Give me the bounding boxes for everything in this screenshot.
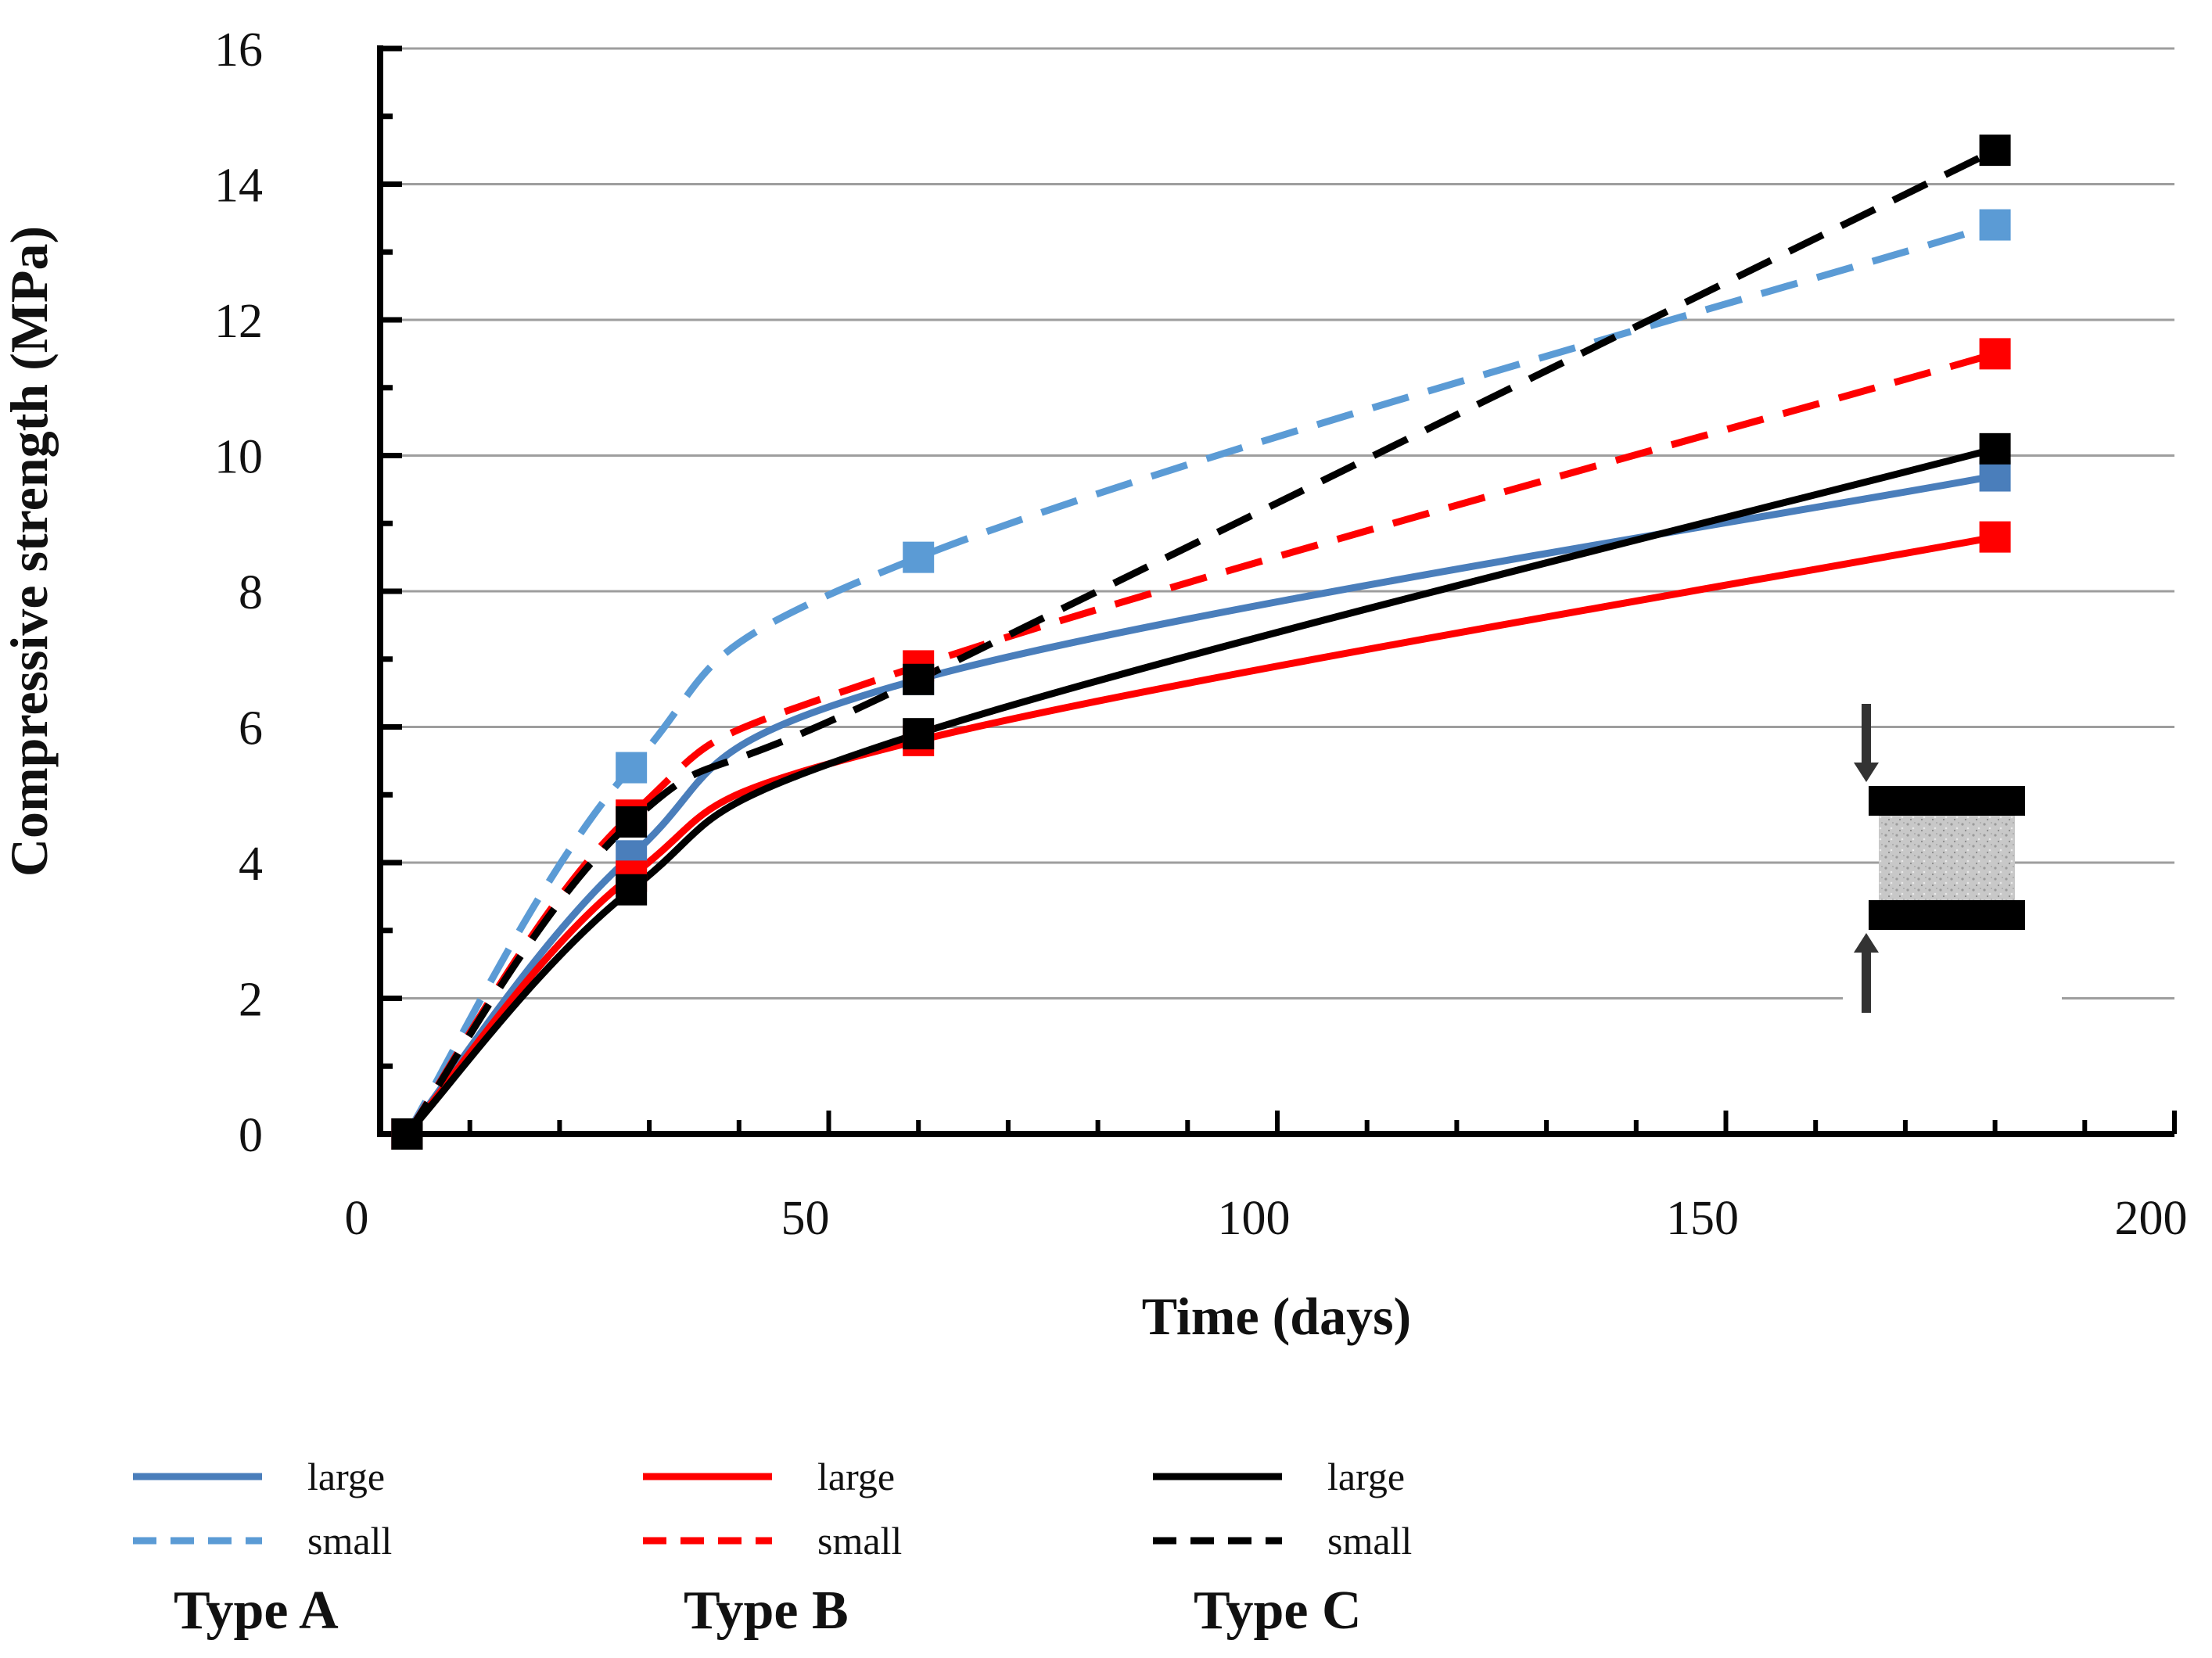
y-tick-label-14: 14 bbox=[214, 160, 263, 213]
x-tick-label-50: 50 bbox=[781, 1192, 830, 1245]
marker-type-c-small-180 bbox=[1979, 135, 2011, 167]
y-tick-label-6: 6 bbox=[239, 702, 263, 755]
marker-type-c-small-28 bbox=[616, 806, 648, 838]
y-tick-label-10: 10 bbox=[214, 431, 263, 484]
bottom-arrow-head bbox=[1854, 933, 1879, 953]
marker-type-a-large-180 bbox=[1979, 460, 2011, 492]
bottom-platen bbox=[1869, 900, 2025, 930]
y-tick-label-2: 2 bbox=[239, 974, 263, 1027]
legend-type-b-title: Type B bbox=[684, 1581, 849, 1641]
marker-type-a-small-180 bbox=[1979, 209, 2011, 241]
legend-type-c-small-label: small bbox=[1327, 1519, 1412, 1563]
top-arrow-head bbox=[1854, 763, 1879, 782]
x-tick-label-150: 150 bbox=[1666, 1192, 1739, 1245]
legend-type-b-small-label: small bbox=[817, 1519, 902, 1563]
bottom-arrow-shaft bbox=[1862, 950, 1871, 1013]
series-line-type-a-small bbox=[404, 221, 1996, 1136]
compression-specimen-icon bbox=[1843, 704, 2062, 1017]
y-tick-label-4: 4 bbox=[239, 838, 263, 891]
marker-type-b-small-180 bbox=[1979, 338, 2011, 370]
marker-type-c-large-60 bbox=[903, 718, 935, 750]
series-line-type-b-small bbox=[404, 350, 1996, 1136]
legend: large small Type A large small Type B large sma… bbox=[133, 1455, 1412, 1641]
legend-type-a-large-label: large bbox=[307, 1455, 385, 1498]
marker-type-c-large-28 bbox=[616, 874, 648, 906]
gridlines bbox=[380, 47, 2174, 999]
y-tick-label-12: 12 bbox=[214, 295, 263, 348]
legend-type-a-title: Type A bbox=[174, 1581, 339, 1641]
y-axis-title: Compressive strength (MPa) bbox=[0, 226, 59, 877]
y-tick-label-0: 0 bbox=[239, 1109, 263, 1162]
x-tick-label-100: 100 bbox=[1218, 1192, 1291, 1245]
specimen-body bbox=[1879, 816, 2015, 900]
data-markers bbox=[391, 135, 2011, 1150]
marker-type-b-large-180 bbox=[1979, 521, 2011, 553]
marker-type-c-small-3 bbox=[391, 1118, 423, 1150]
legend-type-c-title: Type C bbox=[1194, 1581, 1362, 1641]
top-platen bbox=[1869, 786, 2025, 816]
icon-mask bbox=[1843, 970, 2062, 1017]
top-arrow-shaft bbox=[1862, 704, 1871, 766]
legend-type-b-large-label: large bbox=[817, 1455, 895, 1498]
y-tick-label-16: 16 bbox=[214, 23, 263, 77]
y-tick-label-8: 8 bbox=[239, 566, 263, 619]
marker-type-c-small-60 bbox=[903, 663, 935, 695]
series-line-type-c-large bbox=[404, 445, 1996, 1137]
marker-type-c-large-180 bbox=[1979, 432, 2011, 465]
x-tick-label-0: 0 bbox=[345, 1192, 369, 1245]
marker-type-a-small-28 bbox=[616, 752, 648, 784]
x-axis-title: Time (days) bbox=[1142, 1287, 1411, 1346]
series-line-type-c-small bbox=[404, 147, 1997, 1136]
data-series bbox=[404, 147, 1997, 1137]
x-tick-label-200: 200 bbox=[2115, 1192, 2188, 1245]
legend-type-a-small-label: small bbox=[307, 1519, 392, 1563]
legend-type-c-large-label: large bbox=[1327, 1455, 1405, 1498]
axes: 0 2 4 6 8 10 12 14 16 0 50 100 150 200 bbox=[214, 23, 2188, 1245]
marker-type-a-small-60 bbox=[903, 541, 935, 573]
